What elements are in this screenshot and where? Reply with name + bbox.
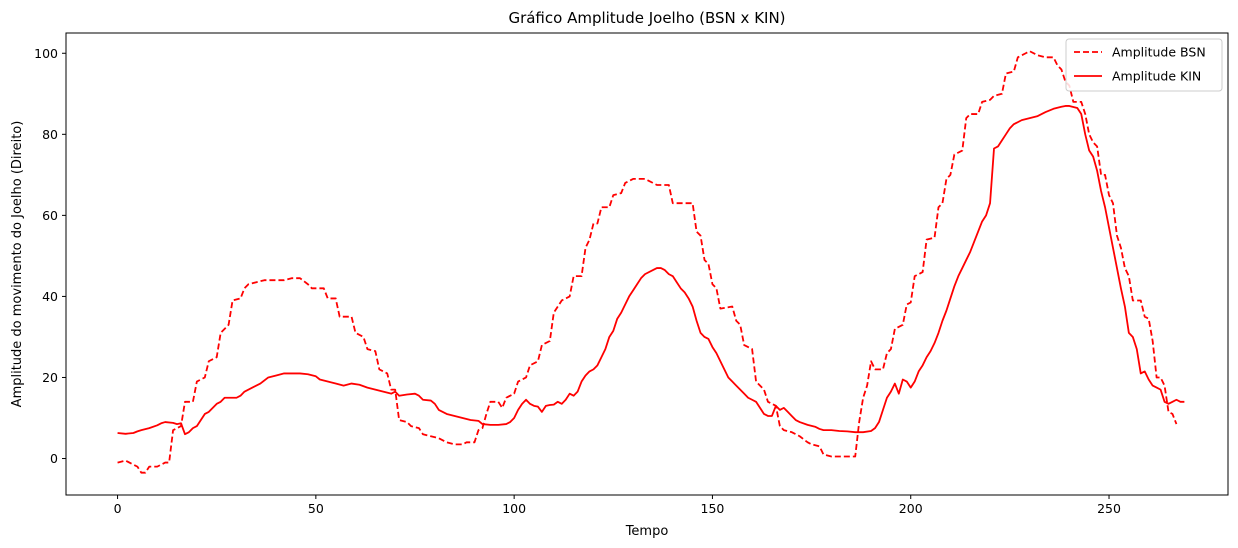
x-axis-label: Tempo — [625, 524, 669, 539]
x-tick-label: 200 — [899, 501, 923, 516]
x-tick-label: 50 — [308, 501, 324, 516]
x-tick-label: 250 — [1097, 501, 1121, 516]
plot-frame — [65, 32, 1229, 496]
y-tick-label: 20 — [42, 370, 58, 385]
x-tick-label: 0 — [114, 501, 122, 516]
x-tick-label: 100 — [502, 501, 526, 516]
legend-label: Amplitude BSN — [1112, 45, 1206, 60]
y-tick-label: 60 — [42, 208, 58, 223]
legend: Amplitude BSN Amplitude KIN — [1065, 38, 1223, 92]
y-axis-label: Amplitude do movimento do Joelho (Direit… — [10, 121, 25, 408]
legend-label: Amplitude KIN — [1112, 69, 1201, 84]
y-tick-label: 40 — [42, 289, 58, 304]
legend-box — [1065, 38, 1223, 92]
y-axis-ticks: 0 20 40 60 80 100 — [34, 46, 66, 466]
y-tick-label: 0 — [50, 451, 58, 466]
series-line-bsn — [117, 50, 1178, 474]
plot-lines — [117, 50, 1185, 474]
x-tick-label: 150 — [701, 501, 725, 516]
y-tick-label: 80 — [42, 127, 58, 142]
y-tick-label: 100 — [34, 46, 58, 61]
series-line-kin — [117, 105, 1185, 436]
chart-title: Gráfico Amplitude Joelho (BSN x KIN) — [508, 9, 785, 27]
x-axis-ticks: 0 50 100 150 200 250 — [114, 495, 1121, 516]
